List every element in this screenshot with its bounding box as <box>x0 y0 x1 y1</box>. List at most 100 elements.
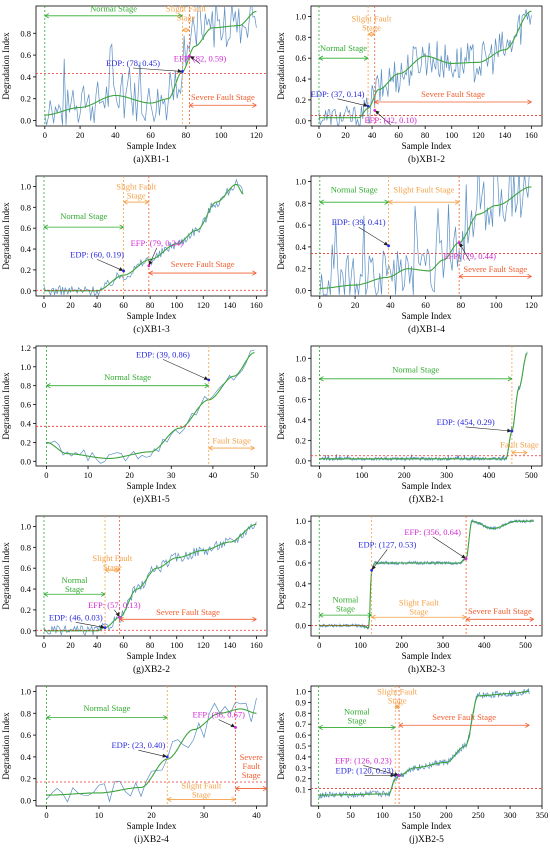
y-tick-label: 0.1 <box>295 785 306 795</box>
stage-arrowhead <box>148 270 154 276</box>
edp-label: EDP: (454, 0.29) <box>437 417 495 427</box>
y-axis-label: Degradation Index <box>1 712 11 780</box>
x-axis-label: Sample Index <box>127 311 177 321</box>
edp-pointer <box>132 67 183 72</box>
stage-arrowhead <box>250 445 255 451</box>
y-tick-label: 0.8 <box>295 374 306 384</box>
stage-arrowhead <box>252 270 257 276</box>
y-tick-label: 0.9 <box>295 697 306 707</box>
x-tick-label: 30 <box>200 810 209 820</box>
raw-signal-line <box>46 698 257 803</box>
edp-arrowhead <box>371 565 376 571</box>
panel-caption: (h)XB2-3 <box>408 664 445 675</box>
y-tick-label: 0.6 <box>295 558 306 568</box>
efp-arrowhead <box>189 56 195 61</box>
stage-arrowhead <box>465 616 471 622</box>
y-axis-label: Degradation Index <box>1 542 11 610</box>
x-tick-label: 80 <box>421 130 430 140</box>
x-tick-label: 0 <box>317 130 321 140</box>
plot-area <box>36 686 267 806</box>
x-tick-label: 200 <box>395 640 408 650</box>
plot-frame <box>35 175 268 297</box>
x-axis-label: Sample Index <box>402 481 452 491</box>
y-tick-label: 0.0 <box>295 116 306 126</box>
x-tick-label: 500 <box>519 640 532 650</box>
y-tick-label: 0.8 <box>20 542 31 552</box>
efp-point <box>373 108 377 112</box>
x-tick-label: 120 <box>250 130 263 140</box>
stage-label: Slight Fault Stage <box>377 687 418 706</box>
stage-arrowhead <box>100 591 106 597</box>
efp-point <box>457 241 461 244</box>
x-axis-label: Sample Index <box>127 651 177 661</box>
y-tick-label: 0.7 <box>295 719 306 729</box>
stage-label: Slight Fault Stage <box>181 781 222 800</box>
efp-arrowhead <box>115 612 120 618</box>
x-tick-label: 60 <box>146 130 155 140</box>
efp-pointer <box>363 765 400 776</box>
y-tick-label: 0.8 <box>20 28 31 38</box>
chart-panel-4: 0 20 40 60 80 100 120 0.0 0.2 0.4 0.6 0.8 1.0 Sample … <box>275 170 550 340</box>
y-tick-label: 0.4 <box>295 752 306 762</box>
y-axis-label: Degradation Index <box>1 372 11 440</box>
trend-line <box>44 523 257 632</box>
edp-pointer <box>96 259 124 272</box>
plot-area <box>311 516 542 636</box>
trend-line <box>319 10 532 119</box>
y-axis-label: Degradation Index <box>276 712 286 780</box>
y-tick-label: 0.2 <box>20 774 31 784</box>
efp-label: EFP: (126, 0.23) <box>335 755 392 765</box>
x-axis-label: Sample Index <box>127 821 177 831</box>
panel-caption: (a)XB1-1 <box>133 154 170 165</box>
efp-point <box>397 774 401 777</box>
x-tick-label: 10 <box>95 810 104 820</box>
panel-caption: (f)XB2-1 <box>409 494 445 505</box>
stage-label: Severe Fault Stage <box>191 92 255 102</box>
edp-point <box>165 755 169 759</box>
chart-panel-5: 0 10 20 30 40 50 0.0 0.2 0.4 0.6 0.8 1.0 1.2 Sample I… <box>0 340 275 510</box>
y-tick-label: 0.0 <box>295 621 306 631</box>
chart-svg: 0 50 100 150 200 250 300 3500.10.20.30.40.50.60… <box>276 685 548 845</box>
x-tick-label: 300 <box>440 470 453 480</box>
raw-signal-line <box>43 178 244 296</box>
x-tick-label: 120 <box>525 300 538 310</box>
x-axis-label: Sample Index <box>402 141 452 151</box>
y-tick-label: 1.0 <box>295 11 306 21</box>
stage-arrowhead <box>46 383 51 389</box>
y-tick-label: 0.6 <box>20 400 31 410</box>
stage-arrowhead <box>511 450 517 456</box>
x-tick-label: 0 <box>318 300 322 310</box>
y-tick-label: 1.0 <box>295 516 306 526</box>
x-tick-label: 0 <box>317 470 321 480</box>
stage-label: Slight Fault Stage <box>351 14 392 33</box>
stage-label: Severe Fault Stage <box>171 259 235 269</box>
y-axis-label: Degradation Index <box>276 542 286 610</box>
plot-area <box>311 6 542 126</box>
y-tick-label: 0.0 <box>20 116 31 126</box>
stage-arrowhead <box>252 616 257 622</box>
chart-svg: 0 20 40 60 80 100 120 140 160 0.0 0.2 0.4 0.6 0.8 1.0 S… <box>1 515 268 675</box>
x-tick-label: 120 <box>472 130 485 140</box>
panel-caption: (e)XB1-5 <box>133 494 170 505</box>
x-tick-label: 0 <box>317 640 321 650</box>
x-tick-label: 100 <box>445 130 458 140</box>
y-tick-label: 0.2 <box>295 435 306 445</box>
x-tick-label: 40 <box>252 810 261 820</box>
y-tick-label: 0.2 <box>20 265 31 275</box>
chart-panel-6: 0 100 200 300 400 500 0.0 0.2 0.4 0.6 0.8 1.0 Sample… <box>275 340 550 510</box>
plot-area <box>311 176 542 296</box>
stage-arrowhead <box>507 376 513 382</box>
y-tick-label: 0.0 <box>20 456 31 466</box>
y-tick-label: 0.2 <box>295 600 306 610</box>
edp-label: EDP: (37, 0.14) <box>311 89 365 99</box>
efp-pointer <box>432 536 467 560</box>
x-tick-label: 60 <box>421 300 430 310</box>
x-tick-label: 20 <box>66 300 75 310</box>
plot-frame <box>310 175 543 297</box>
stage-arrowhead <box>123 199 128 205</box>
y-tick-label: 0.0 <box>295 456 306 466</box>
plot-area <box>36 516 267 636</box>
y-axis-label: Degradation Index <box>276 372 286 440</box>
chart-svg: 0 100 200 300 400 500 0.0 0.2 0.4 0.6 0.8 1.0 Sample… <box>276 345 543 505</box>
plot-area <box>36 346 267 466</box>
